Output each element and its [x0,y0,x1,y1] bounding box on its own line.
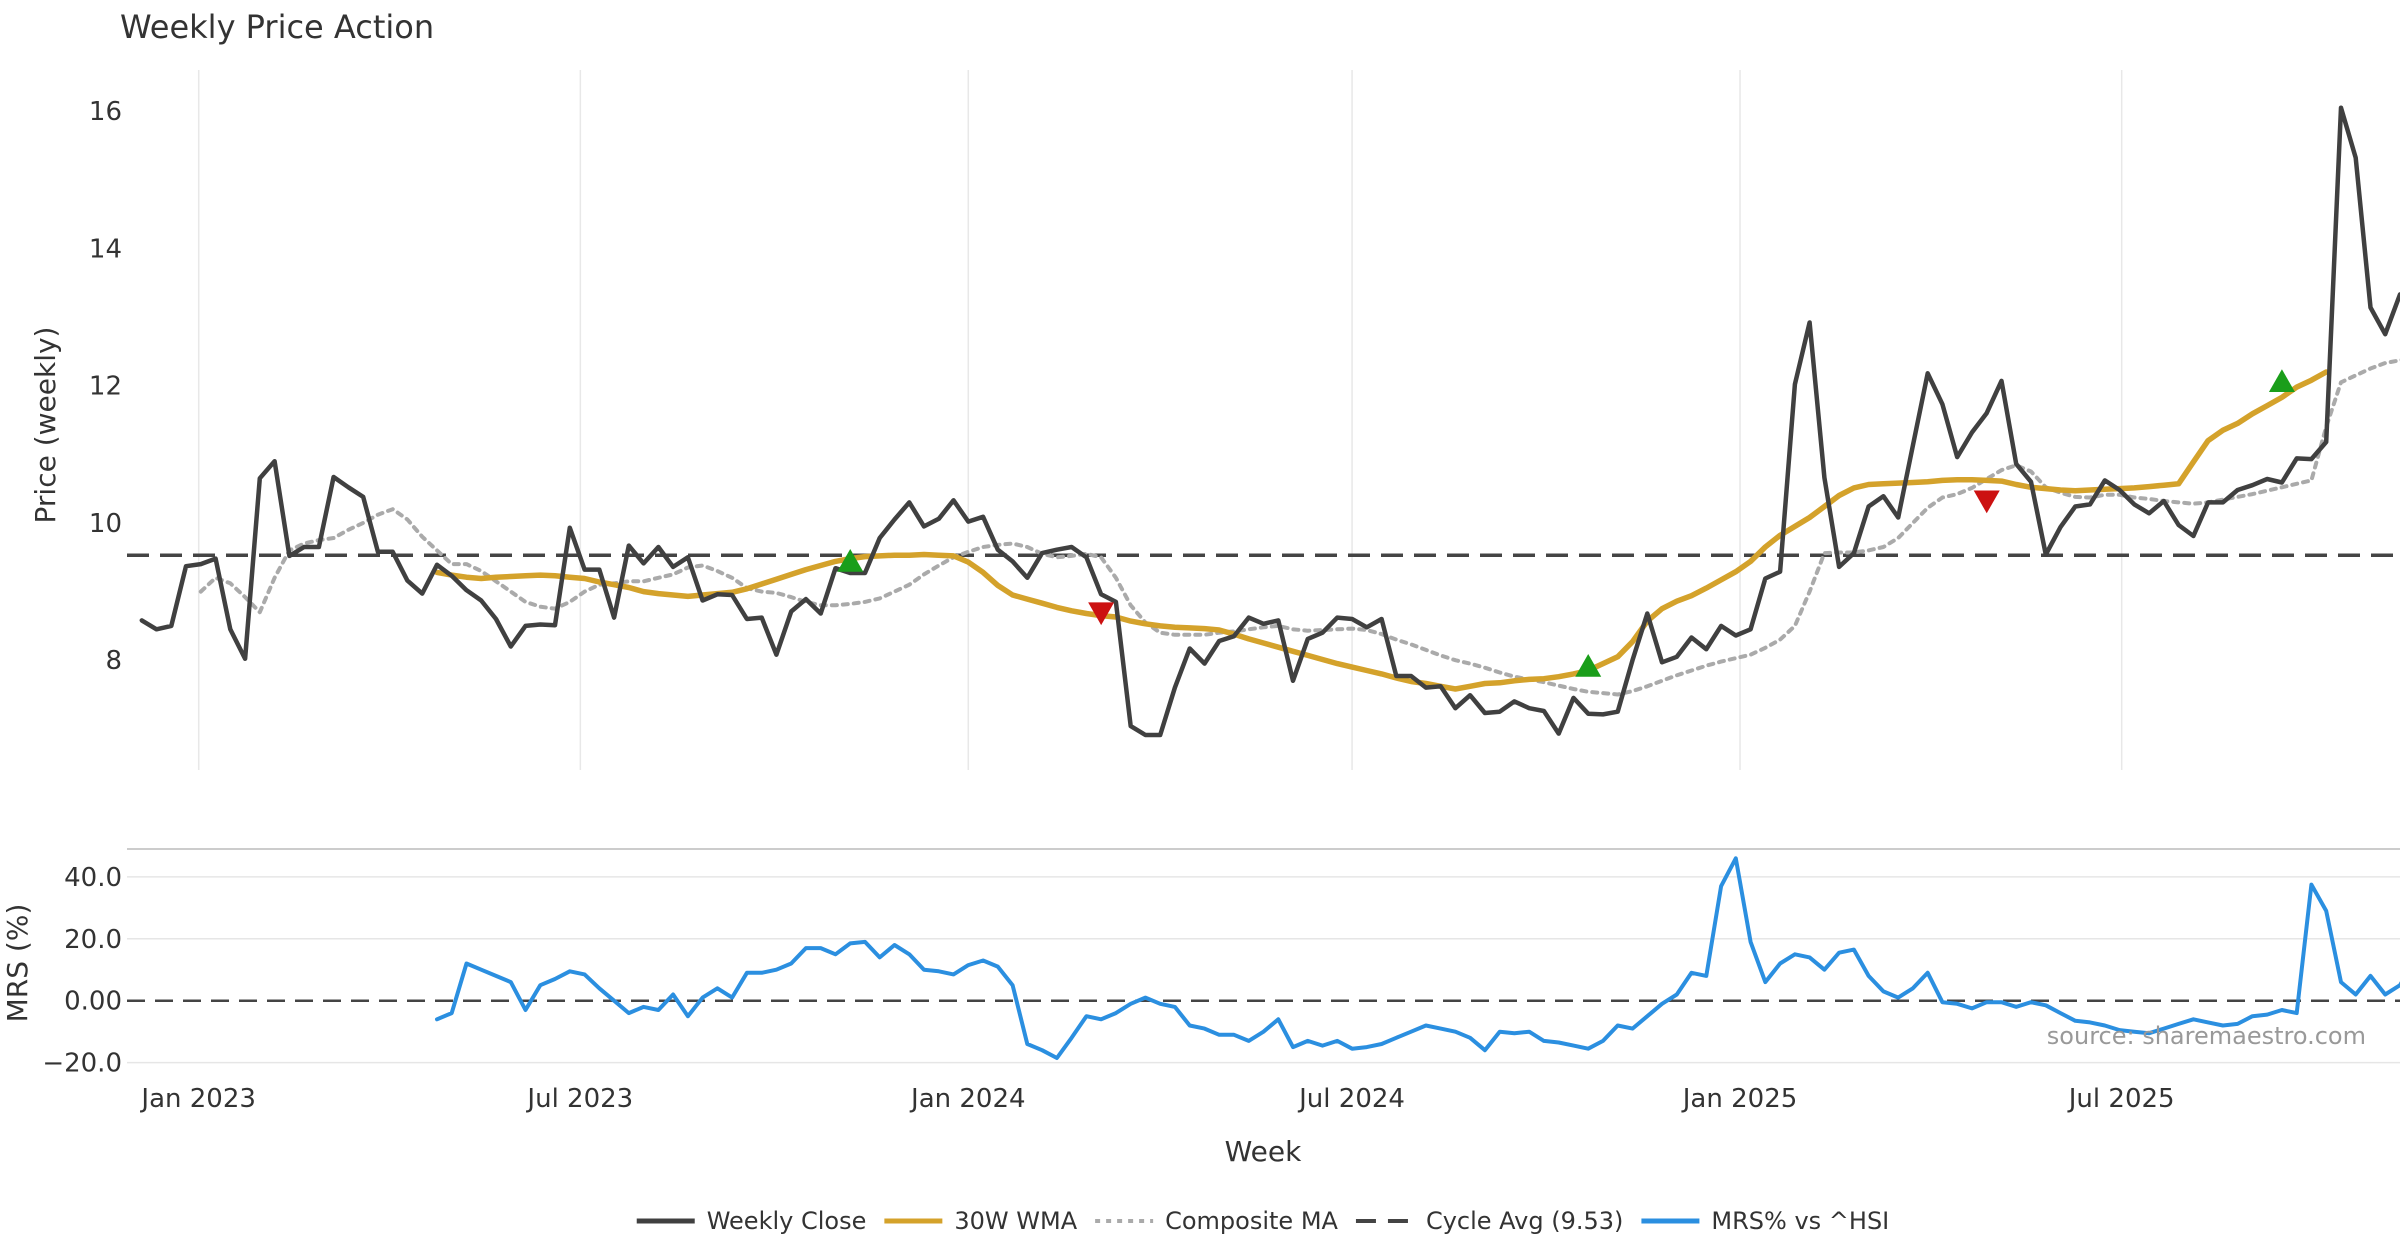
price-ytick-label: 14 [89,234,122,264]
mrs-ytick-label: −20.0 [42,1049,122,1079]
x-tick-label: Jan 2023 [139,1084,256,1114]
legend-item: Cycle Avg (9.53) [1355,1207,1623,1235]
chart-title: Weekly Price Action [120,8,434,46]
x-tick-label: Jul 2025 [2067,1084,2175,1114]
x-tick-label: Jan 2024 [909,1084,1026,1114]
legend-item: Weekly Close [636,1207,867,1235]
price-y-label: Price (weekly) [29,327,62,524]
source-annotation: source: sharemaestro.com [2047,1022,2366,1050]
legend: Weekly Close 30W WMA Composite MA Cycle Avg… [636,1207,1889,1235]
sell-marker-3 [1973,490,2000,514]
x-tick-label: Jul 2023 [525,1084,633,1114]
legend-label: Composite MA [1165,1207,1338,1235]
legend-label: Cycle Avg (9.53) [1426,1207,1623,1235]
legend-item: Composite MA [1095,1207,1339,1235]
x-axis-label: Week [1225,1135,1302,1168]
x-tick-label: Jan 2025 [1681,1084,1798,1114]
sell-marker-1 [1088,602,1115,626]
price-ytick-label: 12 [89,372,122,402]
weekly-close-line [139,105,2400,738]
price-panel: 8 10 12 14 16 Price (weekly) [29,70,2400,770]
legend-label: Weekly Close [707,1207,867,1235]
legend-label: 30W WMA [954,1207,1077,1235]
mrs-line [435,856,2400,1060]
buy-marker-0 [837,549,864,572]
price-grid [197,70,2123,770]
mrs-y-label: MRS (%) [1,904,34,1023]
mrs-ytick-label: 20.0 [64,925,122,955]
legend-item: MRS% vs ^HSI [1641,1207,1889,1235]
mrs-ytick-label: 40.0 [64,863,122,893]
mrs-grid [127,876,2400,1064]
wma-30w-line [434,369,2329,692]
legend-item: 30W WMA [884,1207,1078,1235]
signal-markers [837,369,2295,677]
price-y-ticks: 8 10 12 14 16 [89,97,122,676]
x-tick-label: Jul 2024 [1297,1084,1405,1114]
buy-marker-2 [1575,654,1602,677]
legend-label: MRS% vs ^HSI [1711,1207,1889,1235]
composite-ma-line [198,358,2400,697]
mrs-ytick-label: 0.00 [64,987,122,1017]
price-ytick-label: 10 [89,509,122,539]
price-ytick-label: 16 [89,97,122,127]
buy-marker-4 [2268,369,2295,393]
x-ticks: Jan 2023 Jul 2023 Jan 2024 Jul 2024 Jan 2025… [139,1084,2174,1114]
price-ytick-label: 8 [105,646,122,676]
mrs-y-ticks: −20.0 0.00 20.0 40.0 [42,863,122,1079]
